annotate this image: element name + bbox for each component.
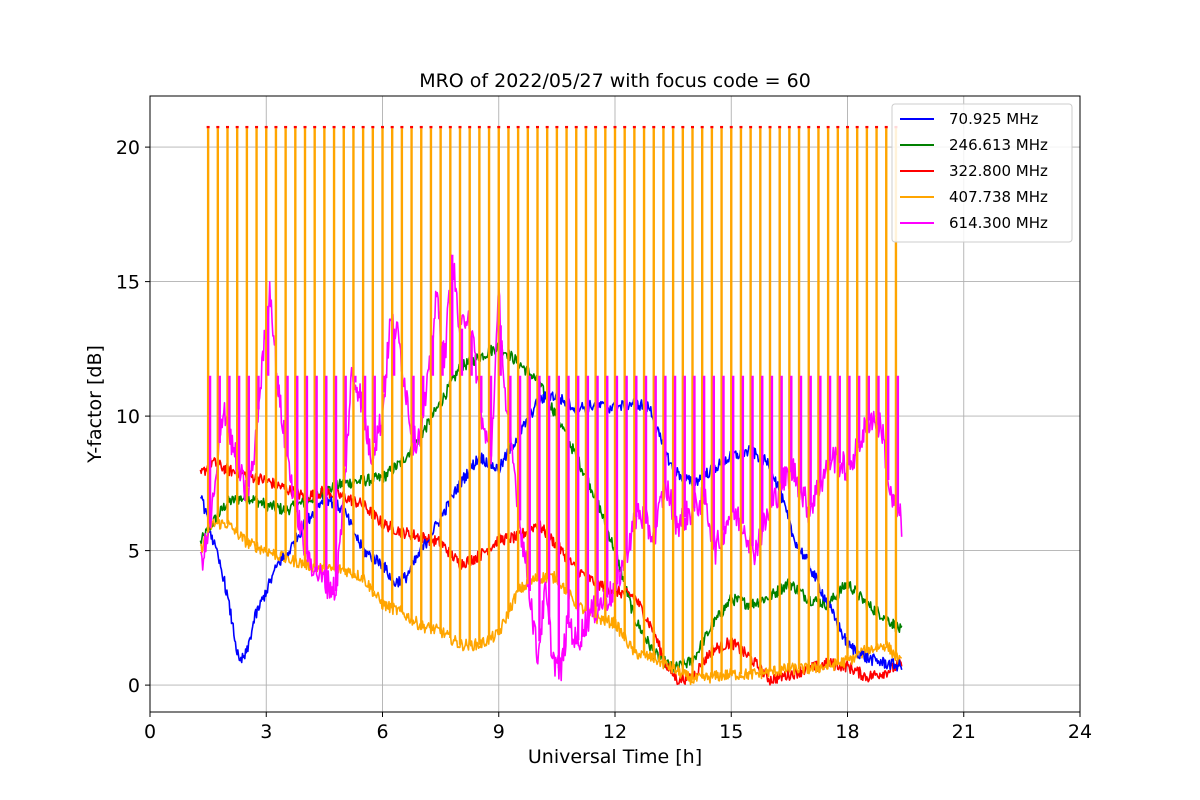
x-tick-label: 21 [952,721,976,743]
legend-label: 407.738 MHz [949,188,1048,206]
legend-label: 614.300 MHz [949,214,1048,232]
legend-label: 246.613 MHz [949,136,1048,154]
x-axis-ticks: 0 3 6 9 12 15 18 21 24 [144,712,1092,743]
x-tick-label: 6 [376,721,388,743]
series-line [199,254,903,682]
legend: 70.925 MHz 246.613 MHz 322.800 MHz 407.738 … [891,103,1073,243]
x-tick-label: 9 [493,721,505,743]
y-tick-label: 10 [116,406,140,428]
x-tick-label: 0 [144,721,156,743]
legend-label: 322.800 MHz [949,162,1048,180]
x-tick-label: 15 [719,721,743,743]
y-tick-label: 15 [116,272,140,294]
x-tick-label: 24 [1068,721,1092,743]
chart-title: MRO of 2022/05/27 with focus code = 60 [419,70,811,92]
y-tick-label: 20 [116,137,140,159]
y-axis-label: Y-factor [dB] [84,345,106,464]
legend-label: 70.925 MHz [949,110,1038,128]
calibration-spikes [206,125,900,680]
y-tick-label: 5 [128,541,140,563]
x-axis-label: Universal Time [h] [528,746,702,768]
x-tick-label: 18 [835,721,859,743]
series-line [199,518,902,686]
x-tick-label: 12 [603,721,627,743]
y-axis-ticks: 0 5 10 15 20 [116,137,150,697]
legend-box [891,103,1073,243]
x-tick-label: 3 [260,721,272,743]
y-tick-label: 0 [128,675,140,697]
